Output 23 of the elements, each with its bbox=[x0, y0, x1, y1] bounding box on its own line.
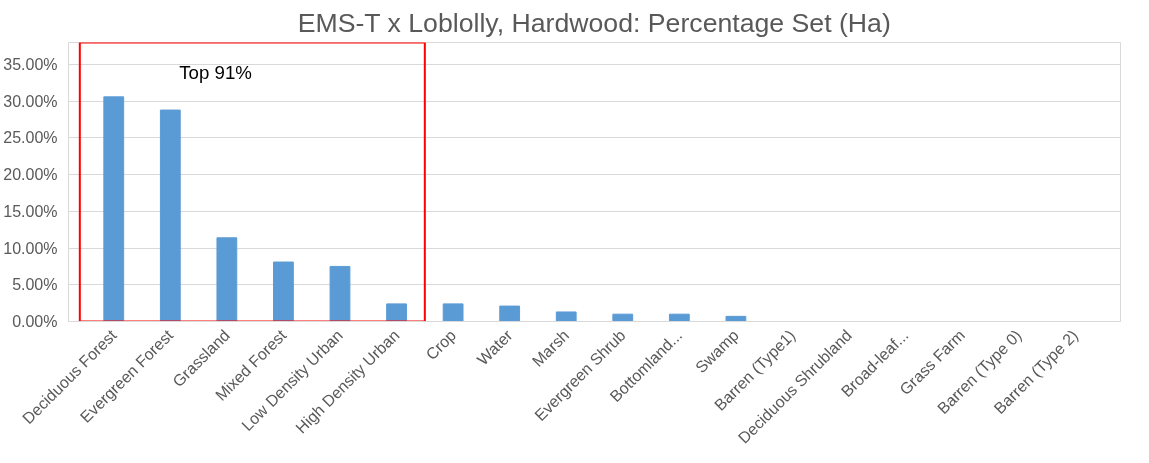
y-tick-label: 35.00% bbox=[3, 56, 58, 74]
bar bbox=[273, 261, 294, 322]
bar bbox=[725, 315, 747, 322]
y-tick-label: 25.00% bbox=[3, 129, 58, 147]
y-tick-label: 5.00% bbox=[12, 276, 58, 294]
y-tick-label: 30.00% bbox=[3, 92, 58, 110]
y-tick-label: 10.00% bbox=[3, 239, 58, 257]
bar bbox=[668, 313, 690, 322]
bar bbox=[103, 96, 125, 322]
bar bbox=[386, 303, 407, 322]
bar bbox=[159, 109, 181, 322]
bar bbox=[442, 303, 464, 322]
bar bbox=[329, 265, 351, 322]
chart-title: EMS-T x Loblolly, Hardwood: Percentage Set (Ha) bbox=[297, 7, 891, 38]
annotation: Top 91% bbox=[179, 61, 252, 83]
bar bbox=[555, 311, 577, 322]
y-tick-label: 0.00% bbox=[12, 313, 58, 330]
y-tick-label: 20.00% bbox=[3, 166, 58, 184]
bar bbox=[216, 237, 238, 322]
x-tick-label: Crop bbox=[422, 326, 460, 364]
bar bbox=[499, 305, 521, 322]
bar bbox=[612, 313, 634, 322]
y-tick-label: 15.00% bbox=[3, 202, 58, 220]
